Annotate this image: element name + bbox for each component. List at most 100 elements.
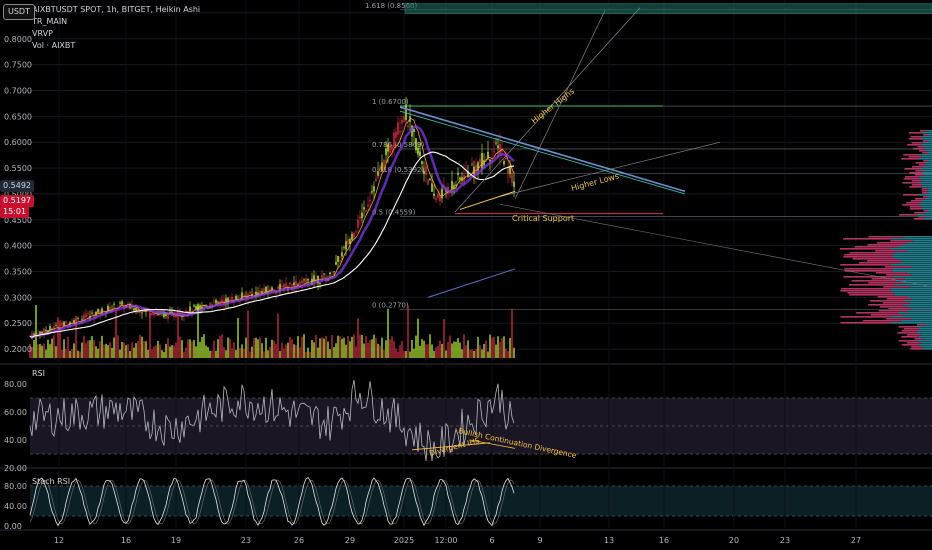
volume-profile-buy <box>897 312 932 314</box>
volume-bar <box>133 347 135 358</box>
candle-body <box>369 199 371 202</box>
candle-body <box>333 271 335 273</box>
volume-profile-sell <box>915 174 925 176</box>
volume-profile-sell <box>920 130 927 132</box>
volume-profile-buy <box>904 278 932 280</box>
candle-body <box>351 233 353 240</box>
stoch-d-line <box>29 479 515 525</box>
volume-profile-buy <box>919 154 932 156</box>
volume-profile-buy <box>927 152 932 154</box>
volume-profile-sell <box>878 310 909 312</box>
volume-bar <box>333 347 335 358</box>
volume-bar <box>355 346 357 358</box>
volume-bar <box>61 349 63 358</box>
volume-bar <box>159 344 161 358</box>
volume-bar <box>279 350 281 358</box>
candle-body <box>393 132 395 147</box>
stoch-tick-label: 40.00 <box>4 502 27 511</box>
volume-bar <box>223 347 225 358</box>
volume-bar <box>219 335 221 358</box>
volume-bar <box>337 335 339 358</box>
candle-body <box>439 195 441 202</box>
volume-profile-sell <box>910 348 923 350</box>
volume-profile-buy <box>892 254 932 256</box>
volume-profile-buy <box>922 142 932 144</box>
volume-profile-sell <box>909 186 922 188</box>
candle-body <box>281 285 283 287</box>
volume-bar <box>199 341 201 358</box>
higher-highs-line <box>454 7 641 213</box>
candle-body <box>77 317 79 319</box>
volume-bar <box>403 350 405 358</box>
rsi-divergence-line <box>469 439 516 449</box>
indicator-vrvp[interactable]: VRVP <box>32 29 53 38</box>
indicator-tr-main[interactable]: TR_MAIN <box>31 17 67 26</box>
volume-bar <box>211 350 213 358</box>
volume-bar <box>65 348 67 358</box>
volume-bar <box>41 345 43 358</box>
stoch-tick-label: 0.00 <box>4 522 22 531</box>
volume-bar <box>493 337 495 358</box>
volume-profile-buy <box>918 330 932 332</box>
volume-profile-buy <box>919 176 932 178</box>
candle-body <box>321 275 323 281</box>
candle-body <box>339 260 341 262</box>
time-tick-label: 16 <box>659 536 669 545</box>
currency-badge[interactable]: USDT <box>3 4 35 20</box>
volume-profile-sell <box>844 254 893 256</box>
volume-bar <box>315 334 317 358</box>
volume-bar <box>271 339 273 358</box>
candle-body <box>365 210 367 212</box>
volume-bar <box>293 344 295 358</box>
volume-bar <box>343 337 345 358</box>
volume-bar <box>395 348 397 358</box>
candle-body <box>45 329 47 332</box>
volume-profile-buy <box>928 160 932 162</box>
volume-bar <box>229 338 231 358</box>
volume-bar <box>145 341 147 358</box>
volume-bar <box>153 346 155 358</box>
candle-body <box>405 104 407 120</box>
volume-bar <box>409 351 411 358</box>
candle-body <box>513 181 515 187</box>
volume-profile-buy <box>921 132 932 134</box>
long-trendline <box>499 203 932 288</box>
candle-body <box>509 167 511 174</box>
volume-profile-buy <box>903 304 932 306</box>
volume-profile-buy <box>907 242 932 244</box>
volume-bar <box>329 349 331 358</box>
volume-profile-sell <box>923 210 929 212</box>
volume-profile-buy <box>918 158 932 160</box>
volume-bar <box>95 346 97 358</box>
candle-body <box>167 313 169 320</box>
candle-body <box>39 331 41 335</box>
volume-profile-buy <box>890 322 932 324</box>
candle-body <box>255 291 257 297</box>
candle-body <box>507 167 509 175</box>
volume-profile-buy <box>902 244 932 246</box>
descending-trendline-inner <box>399 110 686 195</box>
volume-profile-buy <box>922 346 932 348</box>
volume-bar <box>435 347 437 358</box>
volume-bar <box>263 351 265 358</box>
annotation-higher-lows[interactable]: Higher Lows <box>570 172 620 193</box>
volume-profile-sell <box>849 284 895 286</box>
candle-body <box>51 328 53 330</box>
candle-body <box>151 312 153 316</box>
volume-bar <box>185 347 187 358</box>
candle-body <box>249 291 251 294</box>
volume-bar <box>503 336 505 358</box>
volume-profile-buy <box>924 338 932 340</box>
volume-profile-sell <box>904 178 920 180</box>
annotation-critical-support[interactable]: Critical Support <box>512 214 574 223</box>
volume-profile-sell <box>903 154 920 156</box>
volume-bar <box>71 349 73 358</box>
volume-profile-buy <box>896 258 932 260</box>
volume-profile-buy <box>928 134 932 136</box>
indicator-volume[interactable]: Vol · AIXBT <box>32 41 75 50</box>
volume-bar <box>207 347 209 358</box>
volume-profile-buy <box>927 188 932 190</box>
volume-bar <box>347 335 349 358</box>
volume-profile-buy <box>917 340 932 342</box>
